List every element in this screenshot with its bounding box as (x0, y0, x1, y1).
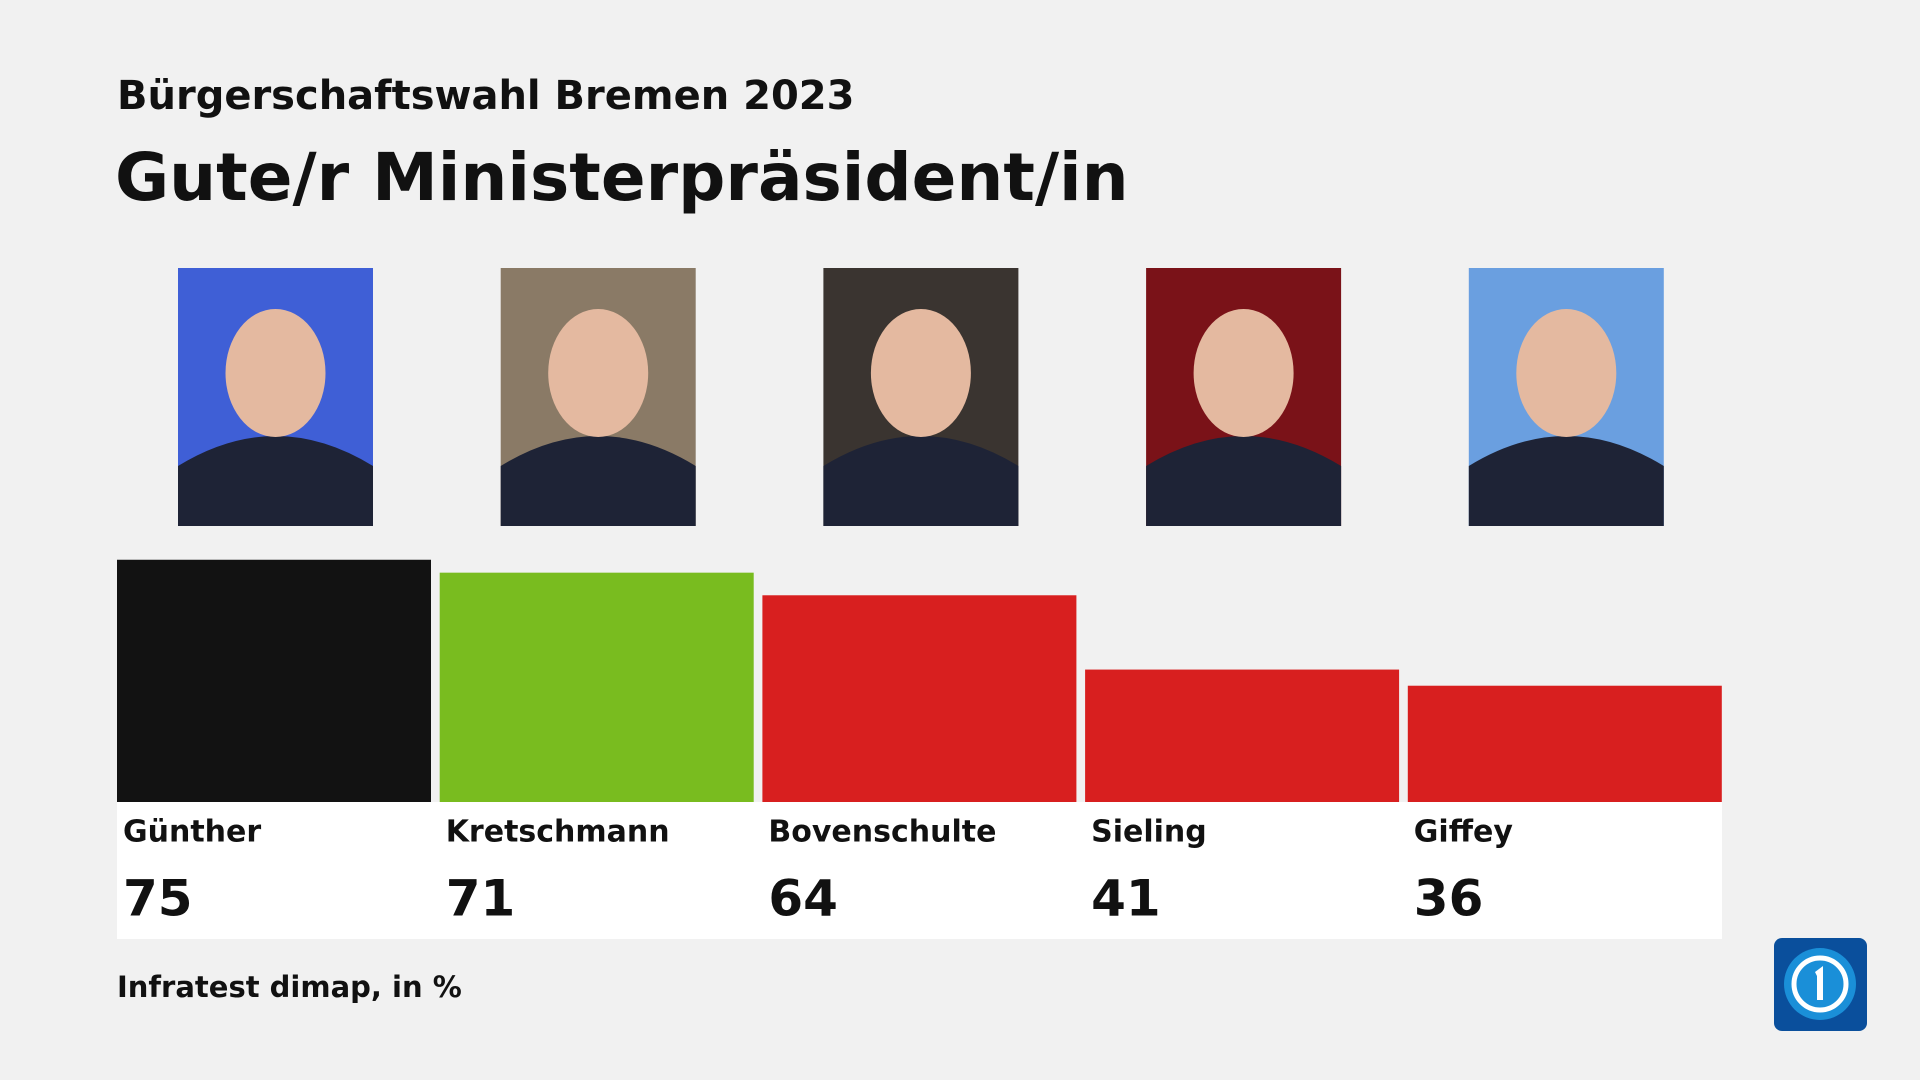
bar (117, 559, 431, 802)
bar (1407, 685, 1722, 802)
bar (762, 595, 1077, 802)
value-label: 71 (446, 870, 516, 928)
portrait-head (1516, 309, 1617, 437)
category-label: Kretschmann (446, 815, 670, 850)
chart-subtitle: Bürgerschaftswahl Bremen 2023 (117, 73, 854, 119)
portrait-body (178, 436, 373, 526)
category-label: Bovenschulte (768, 815, 996, 850)
portrait-head (225, 309, 326, 437)
portrait-head (1193, 309, 1294, 437)
category-label: Giffey (1414, 815, 1514, 850)
value-label: 36 (1414, 870, 1484, 928)
portrait (1146, 268, 1342, 526)
portrait-body (1468, 436, 1664, 526)
value-label: 75 (123, 870, 193, 928)
category-label: Sieling (1091, 815, 1207, 850)
portrait-body (500, 436, 696, 526)
portrait (823, 268, 1019, 526)
chart-title: Gute/r Ministerpräsident/in (115, 139, 1129, 216)
portrait (500, 268, 696, 526)
portrait-head (548, 309, 649, 437)
label-panel (117, 802, 1722, 939)
logo (1774, 938, 1867, 1031)
bar (439, 572, 754, 802)
portrait-body (1146, 436, 1342, 526)
category-label: Günther (123, 815, 261, 850)
portrait-head (870, 309, 971, 437)
portrait-body (823, 436, 1019, 526)
value-label: 41 (1091, 870, 1161, 928)
bar (1085, 669, 1400, 802)
portrait (178, 268, 373, 526)
source-note: Infratest dimap, in % (117, 970, 462, 1004)
value-label: 64 (768, 870, 838, 928)
portrait (1468, 268, 1664, 526)
